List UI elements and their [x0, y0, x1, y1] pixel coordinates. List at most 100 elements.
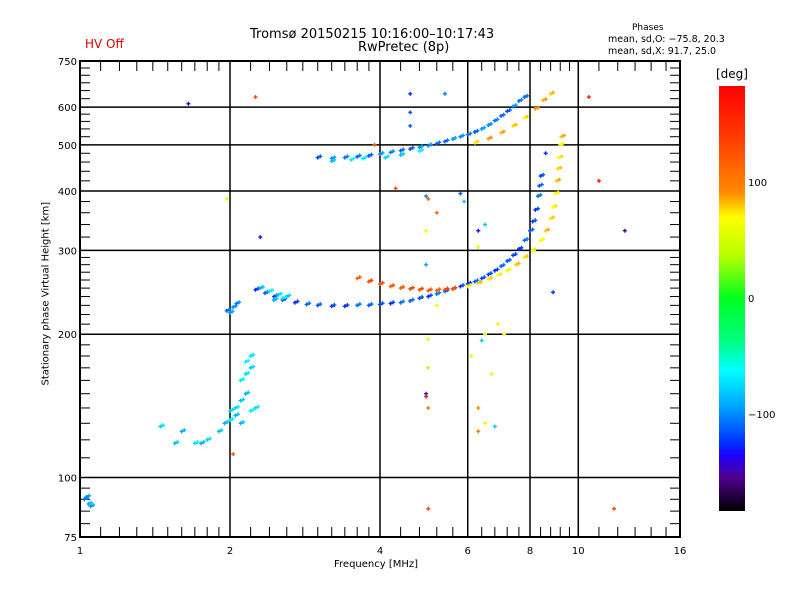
data-point	[385, 154, 390, 159]
data-point	[235, 412, 240, 417]
data-point	[453, 285, 458, 290]
data-point	[458, 191, 463, 196]
data-point	[398, 152, 403, 157]
data-point	[424, 228, 429, 233]
data-point	[437, 287, 442, 292]
data-point	[262, 291, 267, 296]
data-point	[612, 506, 617, 511]
data-point	[533, 207, 538, 212]
data-point	[528, 228, 532, 233]
data-point	[233, 413, 238, 418]
data-point	[398, 148, 403, 153]
data-point	[251, 352, 256, 357]
data-point	[546, 227, 551, 232]
data-point	[378, 152, 382, 157]
data-point	[234, 301, 239, 306]
data-point	[437, 140, 442, 145]
data-point	[383, 155, 388, 160]
data-point	[505, 268, 510, 273]
data-point	[355, 303, 360, 308]
data-point	[172, 441, 177, 446]
data-point	[372, 142, 377, 147]
data-point	[516, 99, 521, 104]
data-point	[332, 157, 337, 162]
data-point	[458, 134, 463, 139]
data-point	[241, 377, 246, 382]
data-point	[622, 228, 627, 233]
data-point	[492, 118, 497, 123]
data-point	[561, 133, 566, 138]
data-point	[182, 428, 187, 433]
data-point	[482, 125, 487, 130]
data-point	[315, 303, 320, 308]
data-point	[472, 129, 477, 134]
data-point	[369, 278, 374, 283]
chart-subtitle: RwPretec (8p)	[358, 40, 450, 55]
data-point	[201, 440, 206, 445]
x-tick-label: 8	[527, 546, 533, 557]
data-point	[88, 504, 93, 509]
data-point	[345, 154, 350, 159]
x-tick-labels: 1 2 4 6 8 10 16	[77, 546, 687, 557]
data-point	[465, 132, 470, 137]
y-tick-label: 300	[58, 246, 77, 257]
data-point	[516, 247, 521, 252]
data-point	[355, 154, 360, 159]
data-point	[488, 271, 493, 276]
data-point	[519, 97, 524, 102]
data-point	[468, 131, 473, 136]
data-point	[468, 283, 473, 288]
data-point	[511, 123, 516, 128]
data-point	[160, 423, 165, 428]
data-point	[482, 275, 487, 280]
data-point	[361, 156, 366, 161]
data-point	[304, 302, 309, 307]
data-point	[424, 194, 429, 199]
y-tick-label: 100	[58, 474, 77, 485]
data-point	[476, 228, 481, 233]
data-point	[260, 284, 265, 289]
data-point	[560, 141, 565, 146]
data-point	[253, 95, 258, 100]
data-point	[186, 101, 191, 106]
data-point	[522, 238, 527, 243]
data-point	[537, 183, 542, 188]
data-point	[380, 280, 385, 285]
data-point	[551, 90, 556, 95]
data-point	[417, 149, 422, 154]
data-point	[548, 91, 553, 96]
data-point	[586, 95, 591, 100]
colorbar-tick-label: 100	[748, 178, 768, 189]
data-point	[479, 276, 484, 281]
data-point	[501, 129, 506, 134]
data-point	[349, 157, 354, 162]
data-point	[442, 91, 447, 96]
x-tick-label: 2	[227, 546, 233, 557]
data-point	[241, 397, 246, 402]
data-point	[596, 178, 601, 183]
data-point	[391, 300, 396, 305]
data-point	[558, 142, 563, 147]
data-point	[420, 144, 425, 149]
data-point	[535, 206, 540, 211]
data-point	[472, 279, 477, 284]
data-point	[553, 203, 558, 208]
data-point	[329, 159, 334, 164]
data-point	[478, 279, 483, 284]
data-point	[380, 301, 385, 306]
data-point	[235, 404, 240, 409]
data-point	[398, 300, 403, 305]
data-point	[483, 222, 488, 227]
data-point	[538, 192, 543, 197]
data-point	[410, 145, 415, 150]
x-tick-label: 6	[465, 546, 471, 557]
data-point	[408, 298, 413, 303]
data-point	[442, 139, 447, 144]
data-point	[378, 282, 382, 287]
data-point	[82, 497, 87, 502]
data-point	[541, 98, 546, 103]
data-point	[219, 428, 224, 433]
data-point	[366, 153, 371, 158]
data-point	[535, 105, 540, 110]
data-point	[476, 245, 481, 250]
